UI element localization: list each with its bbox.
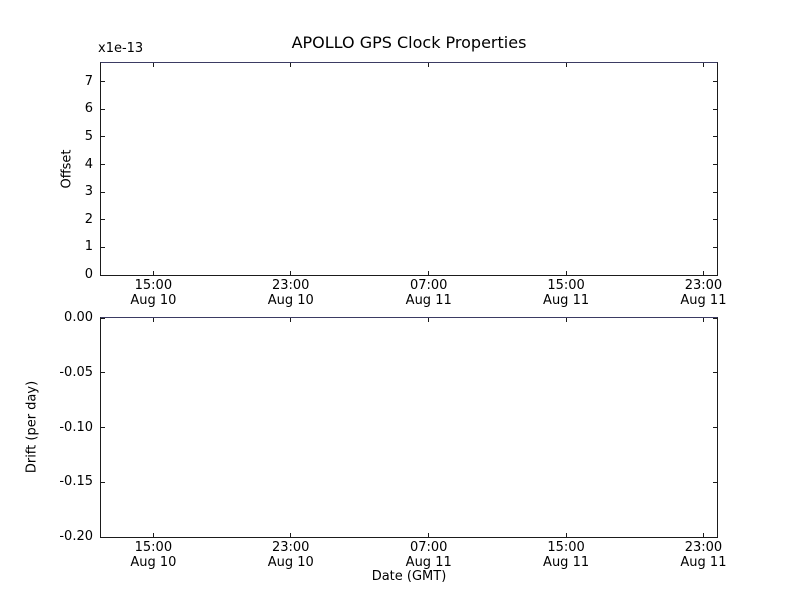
tick-mark: [565, 63, 567, 67]
x-tick-label: 23:00 Aug 11: [663, 278, 743, 308]
tick-mark: [101, 246, 105, 248]
tick-mark: [713, 372, 717, 374]
x-tick-date: Aug 11: [405, 293, 452, 308]
tick-mark: [428, 318, 430, 322]
y-tick-label: 6: [84, 101, 93, 117]
x-tick-label: 07:00 Aug 11: [389, 278, 469, 308]
x-tick-time: 23:00: [271, 278, 310, 293]
tick-mark: [713, 481, 717, 483]
y-tick-label: 5: [84, 128, 93, 144]
tick-mark: [565, 318, 567, 322]
x-tick-date: Aug 11: [680, 555, 727, 570]
tick-mark: [101, 108, 105, 110]
y-tick-label: 1: [84, 239, 93, 255]
tick-mark: [290, 63, 292, 67]
drift-plot-area: 0.00 -0.05 -0.10 -0.15 -0.20 15:00 Aug 10 23:00…: [59, 311, 726, 571]
tick-mark: [101, 81, 105, 83]
offset-plot-area: 7 6 5 4 3 2 1 0 15:00 Aug 10 23:00 Aug 10 07:00 Aug 1…: [85, 62, 726, 308]
x-axis-label: Date (GMT): [371, 569, 447, 584]
x-tick-date: Aug 10: [267, 555, 314, 570]
tick-mark: [713, 219, 717, 221]
tick-mark: [101, 536, 105, 538]
drift-y-axis-label: Drift (per day): [24, 380, 40, 474]
tick-mark: [713, 191, 717, 193]
tick-mark: [101, 136, 105, 138]
y-tick-label: 0.00: [64, 310, 93, 325]
x-tick-label: 23:00 Aug 10: [251, 278, 331, 308]
tick-mark: [713, 427, 717, 428]
tick-mark: [101, 274, 105, 276]
x-tick-time: 15:00: [547, 540, 585, 555]
x-tick-label: 15:00 Aug 11: [526, 540, 606, 570]
x-tick-date: Aug 11: [680, 293, 727, 308]
tick-mark: [713, 246, 717, 248]
tick-mark: [101, 164, 105, 166]
tick-mark: [713, 136, 717, 138]
y-tick-label: -0.10: [59, 419, 93, 435]
x-tick-time: 07:00: [409, 278, 448, 293]
y-tick-label: -0.05: [59, 364, 93, 380]
y-tick-label: 4: [84, 156, 93, 172]
x-tick-time: 15:00: [134, 278, 173, 293]
x-tick-label: 23:00 Aug 11: [663, 540, 743, 570]
x-tick-label: 23:00 Aug 10: [251, 540, 331, 570]
y-axis-exponent-label: x1e-13: [98, 41, 144, 56]
x-tick-time: 23:00: [684, 540, 723, 555]
x-tick-date: Aug 10: [130, 293, 177, 308]
y-tick-label: -0.20: [59, 529, 93, 544]
tick-mark: [702, 318, 704, 322]
tick-mark: [152, 271, 154, 275]
x-tick-time: 07:00: [409, 540, 448, 555]
tick-mark: [428, 63, 430, 67]
y-tick-label: 2: [84, 211, 93, 227]
y-tick-label: -0.15: [59, 474, 93, 490]
x-tick-time: 15:00: [134, 540, 173, 555]
tick-mark: [565, 533, 567, 537]
tick-mark: [713, 81, 717, 83]
tick-mark: [101, 427, 105, 428]
x-tick-time: 23:00: [684, 278, 723, 293]
tick-mark: [101, 219, 105, 221]
tick-mark: [713, 317, 717, 319]
tick-mark: [152, 318, 154, 322]
tick-mark: [101, 372, 105, 374]
x-tick-date: Aug 10: [130, 555, 177, 570]
x-tick-label: 15:00 Aug 11: [526, 278, 606, 308]
x-tick-date: Aug 11: [405, 555, 452, 570]
tick-mark: [152, 63, 154, 67]
tick-mark: [101, 191, 105, 193]
tick-mark: [152, 533, 154, 537]
x-tick-label: 15:00 Aug 10: [113, 278, 193, 308]
x-tick-label: 15:00 Aug 10: [113, 540, 193, 570]
tick-mark: [290, 318, 292, 322]
tick-mark: [290, 533, 292, 537]
x-tick-date: Aug 10: [267, 293, 314, 308]
tick-mark: [702, 533, 704, 537]
tick-mark: [713, 108, 717, 110]
y-tick-label: 3: [84, 184, 93, 200]
tick-mark: [713, 536, 717, 538]
x-tick-label: 07:00 Aug 11: [389, 540, 469, 570]
x-tick-date: Aug 11: [543, 293, 590, 308]
tick-mark: [290, 271, 292, 275]
tick-mark: [428, 271, 430, 275]
x-tick-time: 23:00: [271, 540, 310, 555]
offset-y-axis-label: Offset: [59, 149, 75, 189]
tick-mark: [713, 164, 717, 166]
tick-mark: [713, 274, 717, 276]
tick-mark: [702, 63, 704, 67]
tick-mark: [101, 481, 105, 483]
y-tick-label: 0: [84, 267, 93, 282]
x-tick-time: 15:00: [547, 278, 585, 293]
x-tick-date: Aug 11: [543, 555, 590, 570]
chart-title: APOLLO GPS Clock Properties: [291, 33, 527, 52]
tick-mark: [702, 271, 704, 275]
y-tick-label: 7: [84, 73, 93, 89]
tick-mark: [565, 271, 567, 275]
tick-mark: [101, 317, 105, 319]
tick-mark: [428, 533, 430, 537]
